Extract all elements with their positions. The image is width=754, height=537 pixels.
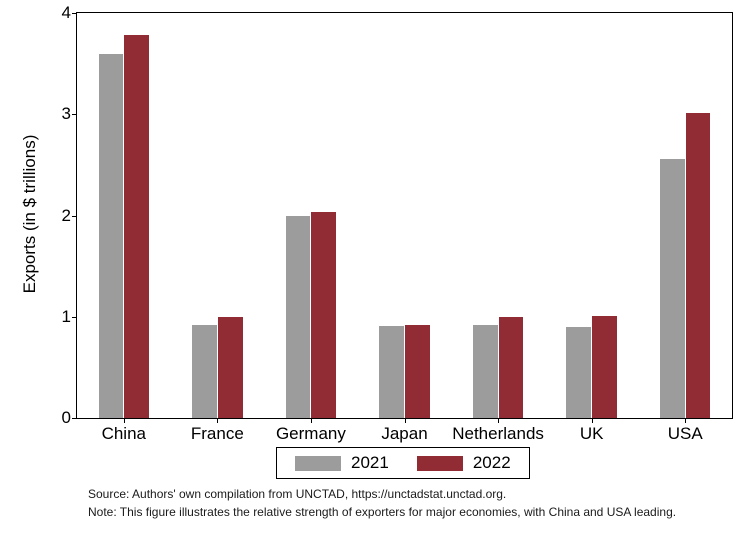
bar-2021-germany: [286, 216, 311, 419]
xtick-label: UK: [580, 418, 604, 444]
bar-2022-uk: [592, 316, 617, 418]
legend-label: 2022: [473, 453, 511, 473]
note-footnote: Note: This figure illustrates the relati…: [88, 505, 676, 519]
y-axis-label: Exports (in $ trillions): [20, 135, 40, 294]
bar-2022-china: [124, 35, 149, 418]
xtick-label: Japan: [381, 418, 427, 444]
ytick-label: 3: [62, 104, 77, 124]
xtick-label: China: [102, 418, 146, 444]
legend: 2021 2022: [276, 447, 530, 479]
legend-label: 2021: [351, 453, 389, 473]
source-footnote: Source: Authors' own compilation from UN…: [88, 487, 506, 501]
bar-2021-china: [99, 54, 124, 419]
bar-2022-france: [218, 317, 243, 418]
exports-bar-chart: 0 1 2 3 4 China France Germany Japan Netherlands U…: [0, 0, 754, 537]
xtick-label: Netherlands: [452, 418, 544, 444]
xtick-label: Germany: [276, 418, 346, 444]
legend-item-2022: 2022: [417, 453, 511, 473]
xtick-label: France: [191, 418, 244, 444]
plot-area: 01234ChinaFranceGermanyJapanNetherlandsU…: [76, 12, 733, 419]
bar-2021-france: [192, 325, 217, 418]
xtick-label: USA: [668, 418, 703, 444]
legend-swatch: [295, 456, 341, 471]
bar-2021-japan: [379, 326, 404, 418]
bar-2022-usa: [686, 113, 711, 418]
bar-2022-japan: [405, 325, 430, 418]
bar-2021-usa: [660, 159, 685, 418]
bar-2021-netherlands: [473, 325, 498, 418]
bar-2022-netherlands: [499, 317, 524, 418]
ytick-label: 2: [62, 206, 77, 226]
ytick-label: 1: [62, 307, 77, 327]
bar-2022-germany: [311, 212, 336, 418]
legend-swatch: [417, 456, 463, 471]
ytick-label: 4: [62, 3, 77, 23]
bar-2021-uk: [566, 327, 591, 418]
ytick-label: 0: [62, 408, 77, 428]
legend-item-2021: 2021: [295, 453, 389, 473]
